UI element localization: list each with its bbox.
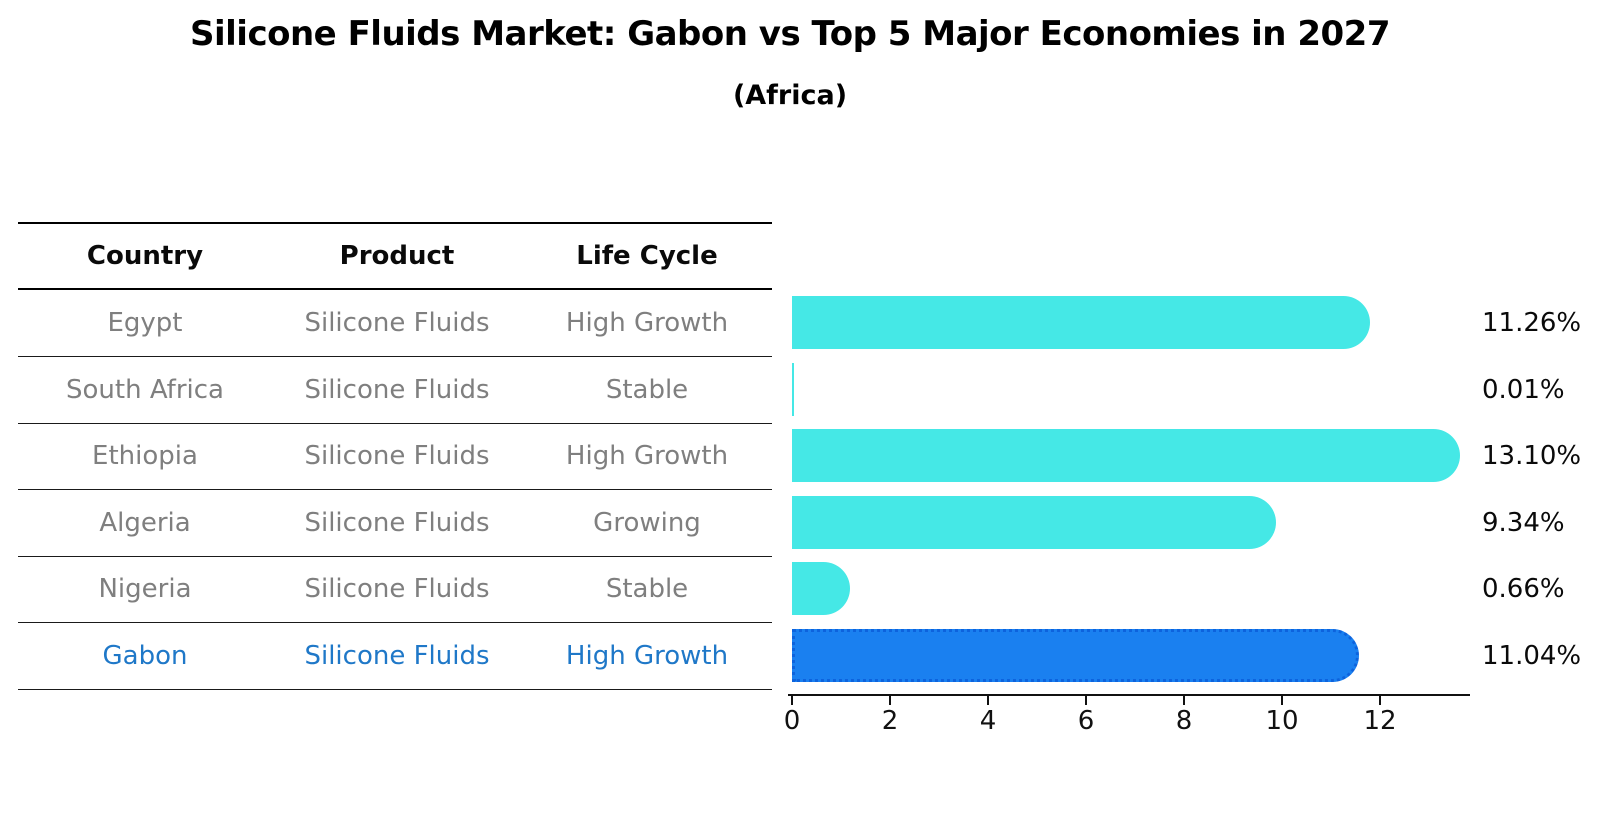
table-row-south-africa: South Africa Silicone Fluids Stable	[18, 357, 772, 424]
cell-country: South Africa	[66, 374, 224, 405]
x-tick-mark	[889, 696, 891, 705]
bar-ethiopia	[792, 429, 1460, 483]
x-tick-mark	[1183, 696, 1185, 705]
chart-subtitle: (Africa)	[732, 80, 848, 111]
cell-life-cycle: High Growth	[565, 308, 729, 338]
x-axis-line	[788, 694, 1470, 696]
column-header-country: Country	[86, 241, 204, 271]
x-tick-label: 4	[979, 706, 997, 736]
cell-product: Silicone Fluids	[304, 574, 490, 604]
cell-product: Silicone Fluids	[304, 374, 490, 405]
table-row-egypt: Egypt Silicone Fluids High Growth	[18, 290, 772, 357]
value-label-nigeria: 0.66%	[1482, 574, 1565, 605]
cell-product: Silicone Fluids	[304, 441, 490, 471]
table-header-row: Country Product Life Cycle	[18, 222, 772, 290]
cell-product: Silicone Fluids	[304, 308, 490, 338]
x-tick-label: 0	[783, 706, 801, 736]
column-header-life-cycle: Life Cycle	[576, 241, 718, 271]
column-header-product: Product	[339, 241, 455, 271]
cell-country: Algeria	[99, 507, 191, 538]
x-tick-label: 8	[1175, 706, 1193, 736]
x-tick-label: 10	[1265, 706, 1299, 736]
cell-product: Silicone Fluids	[304, 507, 490, 538]
value-label-ethiopia: 13.10%	[1482, 441, 1582, 472]
x-tick-label: 6	[1077, 706, 1095, 736]
value-label-south-africa: 0.01%	[1482, 374, 1565, 405]
bar-gabon	[792, 628, 1359, 682]
cell-life-cycle: Stable	[605, 374, 689, 405]
cell-country: Nigeria	[98, 574, 192, 604]
value-label-algeria: 9.34%	[1482, 507, 1565, 538]
x-tick-mark	[1085, 696, 1087, 705]
cell-life-cycle: High Growth	[565, 640, 729, 671]
cell-country: Ethiopia	[92, 441, 198, 471]
x-tick-label: 12	[1363, 706, 1397, 736]
cell-country: Gabon	[102, 640, 188, 671]
x-tick-mark	[791, 696, 793, 705]
table-row-ethiopia: Ethiopia Silicone Fluids High Growth	[18, 423, 772, 490]
x-tick-mark	[1281, 696, 1283, 705]
bar-algeria	[792, 495, 1276, 549]
bar-south-africa	[792, 362, 794, 416]
value-label-egypt: 11.26%	[1482, 308, 1582, 339]
bar-egypt	[792, 296, 1370, 350]
value-label-gabon: 11.04%	[1482, 640, 1582, 671]
table-row-nigeria: Nigeria Silicone Fluids Stable	[18, 556, 772, 623]
x-tick-mark	[1379, 696, 1381, 705]
cell-life-cycle: High Growth	[565, 441, 729, 471]
cell-life-cycle: Stable	[605, 574, 689, 604]
table-row-algeria: Algeria Silicone Fluids Growing	[18, 490, 772, 557]
x-tick-label: 2	[881, 706, 899, 736]
x-tick-mark	[987, 696, 989, 705]
chart-title: Silicone Fluids Market: Gabon vs Top 5 M…	[190, 14, 1390, 54]
cell-country: Egypt	[107, 308, 183, 338]
table-row-gabon: Gabon Silicone Fluids High Growth	[18, 623, 772, 690]
cell-life-cycle: Growing	[593, 507, 701, 538]
cell-product: Silicone Fluids	[304, 640, 490, 671]
bar-nigeria	[792, 562, 851, 616]
